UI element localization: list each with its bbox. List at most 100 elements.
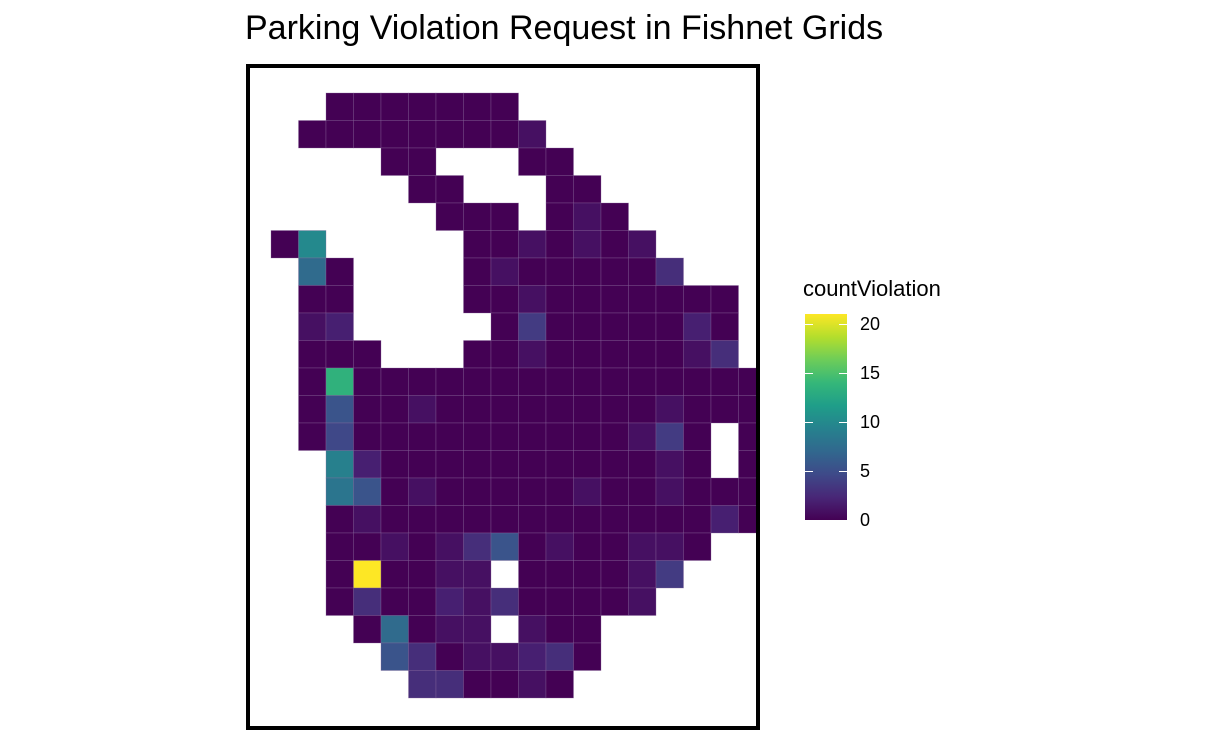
- grid-cell: [683, 340, 712, 369]
- grid-cell: [325, 340, 354, 369]
- grid-cell: [573, 340, 602, 369]
- grid-cell: [435, 367, 464, 396]
- grid-cell: [490, 532, 519, 561]
- grid-cell: [325, 532, 354, 561]
- grid-cell: [325, 422, 354, 451]
- grid-cell: [490, 642, 519, 671]
- grid-cell: [545, 257, 574, 286]
- grid-cell: [490, 477, 519, 506]
- grid-cell: [380, 560, 409, 589]
- grid-cell: [490, 120, 519, 149]
- grid-cell: [573, 367, 602, 396]
- grid-cell: [655, 532, 684, 561]
- grid-cell: [518, 285, 547, 314]
- legend-tick-mark: [839, 373, 847, 374]
- grid-cell: [518, 587, 547, 616]
- grid-cell: [298, 230, 327, 259]
- grid-cell: [490, 230, 519, 259]
- grid-cell: [738, 422, 756, 451]
- grid-cell: [545, 285, 574, 314]
- grid-cell: [463, 670, 492, 699]
- grid-cell: [408, 642, 437, 671]
- grid-cell: [435, 450, 464, 479]
- grid-cell: [435, 587, 464, 616]
- grid-cell: [518, 505, 547, 534]
- grid-cell: [655, 477, 684, 506]
- grid-cell: [380, 532, 409, 561]
- grid-cell: [545, 532, 574, 561]
- grid-cell: [655, 422, 684, 451]
- grid-cell: [408, 422, 437, 451]
- grid-cell: [655, 312, 684, 341]
- legend-colorbar: [805, 314, 847, 520]
- grid-cell: [408, 560, 437, 589]
- grid-cell: [298, 312, 327, 341]
- grid-cell: [298, 367, 327, 396]
- grid-cell: [435, 560, 464, 589]
- grid-cell: [298, 340, 327, 369]
- grid-cell: [353, 505, 382, 534]
- grid-cell: [408, 120, 437, 149]
- grid-cell: [628, 560, 657, 589]
- grid-cell: [298, 422, 327, 451]
- grid-cell: [545, 422, 574, 451]
- grid-cell: [435, 642, 464, 671]
- grid-cell: [710, 340, 739, 369]
- grid-cell: [463, 395, 492, 424]
- grid-cell: [490, 92, 519, 121]
- grid-cell: [353, 395, 382, 424]
- grid-cell: [435, 175, 464, 204]
- grid-cell: [573, 202, 602, 231]
- grid-cell: [270, 230, 299, 259]
- grid-cell: [463, 615, 492, 644]
- grid-cell: [683, 367, 712, 396]
- grid-cell: [683, 450, 712, 479]
- grid-cell: [435, 477, 464, 506]
- grid-cell: [380, 477, 409, 506]
- grid-cell: [408, 532, 437, 561]
- grid-cell: [380, 147, 409, 176]
- chart-title: Parking Violation Request in Fishnet Gri…: [245, 9, 884, 47]
- grid-cell: [518, 450, 547, 479]
- grid-cell: [463, 642, 492, 671]
- grid-cell: [435, 120, 464, 149]
- grid-cell: [353, 367, 382, 396]
- grid-cell: [518, 367, 547, 396]
- grid-cell: [463, 92, 492, 121]
- grid-cell: [490, 587, 519, 616]
- grid-cell: [490, 285, 519, 314]
- grid-cell: [628, 285, 657, 314]
- grid-cell: [490, 422, 519, 451]
- grid-cell: [518, 340, 547, 369]
- grid-cell: [463, 367, 492, 396]
- grid-cell: [600, 505, 629, 534]
- grid-cell: [353, 340, 382, 369]
- grid-cell: [655, 367, 684, 396]
- grid-cell: [628, 477, 657, 506]
- grid-cell: [628, 422, 657, 451]
- grid-cell: [518, 312, 547, 341]
- grid-cell: [545, 642, 574, 671]
- legend-tick-mark: [805, 422, 813, 423]
- grid-cell: [738, 367, 756, 396]
- grid-cell: [655, 450, 684, 479]
- grid-cell: [600, 422, 629, 451]
- grid-cell: [408, 450, 437, 479]
- legend-tick-mark: [805, 324, 813, 325]
- grid-cell: [655, 560, 684, 589]
- grid-cell: [325, 257, 354, 286]
- grid-cell: [628, 312, 657, 341]
- legend-tick-mark: [839, 520, 847, 521]
- grid-cell: [435, 422, 464, 451]
- grid-cell: [463, 230, 492, 259]
- grid-cell: [655, 340, 684, 369]
- grid-cell: [738, 505, 756, 534]
- grid-cell: [738, 477, 756, 506]
- grid-cell: [518, 560, 547, 589]
- grid-cell: [628, 395, 657, 424]
- grid-cell: [545, 202, 574, 231]
- grid-cell: [710, 312, 739, 341]
- legend-title: countViolation: [803, 276, 941, 301]
- grid-cell: [435, 505, 464, 534]
- grid-cell: [463, 285, 492, 314]
